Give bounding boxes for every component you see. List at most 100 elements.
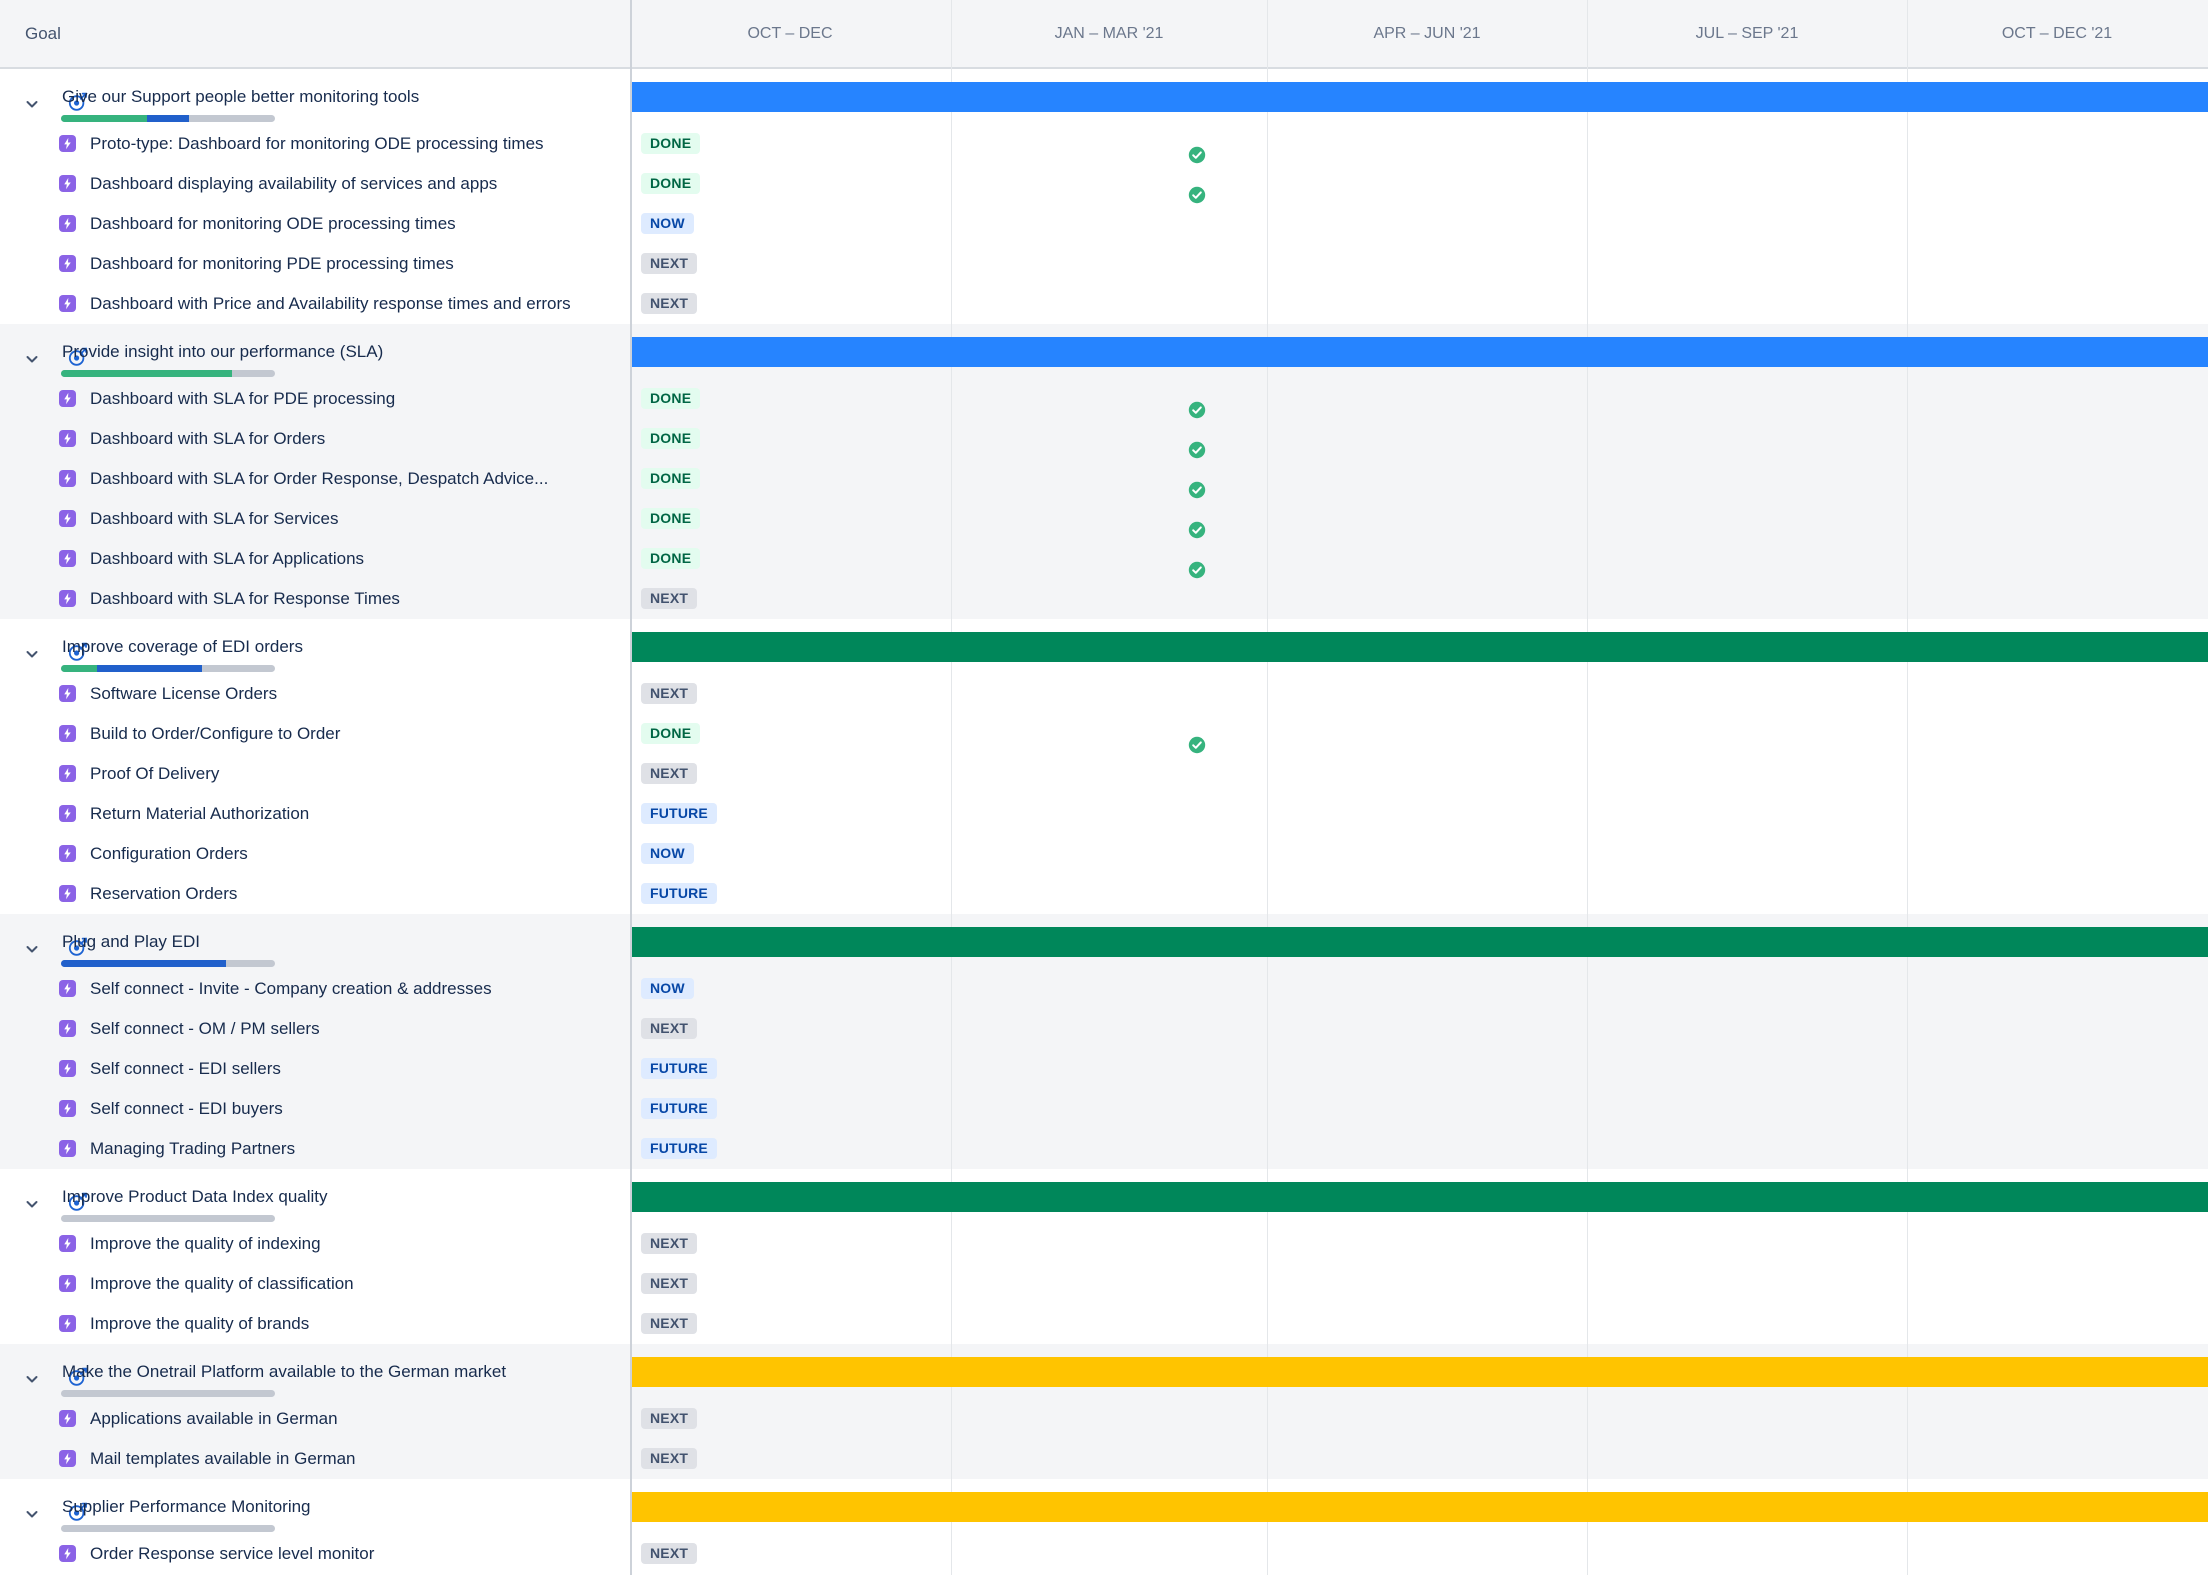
progress-inprogress-segment (97, 665, 202, 672)
goal-progress-bar (61, 1525, 275, 1532)
lightning-bolt-icon (59, 1545, 76, 1562)
goal-timeline-bar[interactable] (632, 337, 2208, 367)
goal-title: Give our Support people better monitorin… (62, 82, 419, 112)
status-badge: NEXT (641, 763, 697, 784)
item-title: Reservation Orders (90, 874, 237, 914)
lightning-bolt-icon (59, 1450, 76, 1467)
lightning-bolt-icon (59, 295, 76, 312)
item-row[interactable]: Improve the quality of indexingNEXT (0, 1224, 2208, 1264)
item-row[interactable]: Dashboard with SLA for ApplicationsDONE (0, 539, 2208, 579)
goal-target-icon (34, 932, 54, 952)
item-title: Improve the quality of brands (90, 1304, 309, 1344)
goal-row[interactable]: Make the Onetrail Platform available to … (0, 1357, 630, 1387)
status-badge: NEXT (641, 1543, 697, 1564)
item-row[interactable]: Dashboard with SLA for OrdersDONE (0, 419, 2208, 459)
item-row[interactable]: Self connect - EDI sellers FUTURE (0, 1049, 2208, 1089)
item-row[interactable]: Dashboard for monitoring PDE processing … (0, 244, 2208, 284)
item-row[interactable]: Dashboard with SLA for ServicesDONE (0, 499, 2208, 539)
done-check-icon (594, 135, 612, 153)
lightning-bolt-icon (59, 685, 76, 702)
item-title: Dashboard with SLA for PDE processing (90, 379, 395, 419)
goal-progress-bar (61, 665, 275, 672)
item-row[interactable]: Applications available in GermanNEXT (0, 1399, 2208, 1439)
item-row[interactable]: Managing Trading PartnersFUTURE (0, 1129, 2208, 1169)
item-title: Dashboard with SLA for Services (90, 499, 339, 539)
goal-row[interactable]: Supplier Performance Monitoring (0, 1492, 630, 1522)
goal-row[interactable]: Plug and Play EDI (0, 927, 630, 957)
goal-target-icon (34, 1362, 54, 1382)
item-row[interactable]: Dashboard with SLA for PDE processingDON… (0, 379, 2208, 419)
goal-band: Give our Support people better monitorin… (0, 69, 2208, 324)
item-row[interactable]: Self connect - EDI buyersFUTURE (0, 1089, 2208, 1129)
item-row[interactable]: Reservation OrdersFUTURE (0, 874, 2208, 914)
item-row[interactable]: Dashboard for monitoring ODE processing … (0, 204, 2208, 244)
item-row[interactable]: Self connect - OM / PM sellersNEXT (0, 1009, 2208, 1049)
status-badge: NEXT (641, 253, 697, 274)
goal-timeline-bar[interactable] (632, 927, 2208, 957)
lightning-bolt-icon (59, 550, 76, 567)
lightning-bolt-icon (59, 1410, 76, 1427)
lightning-bolt-icon (59, 590, 76, 607)
chevron-down-icon[interactable] (12, 1499, 28, 1515)
lightning-bolt-icon (59, 135, 76, 152)
goal-band: Make the Onetrail Platform available to … (0, 1344, 2208, 1479)
item-row[interactable]: Improve the quality of brandsNEXT (0, 1304, 2208, 1344)
status-badge: NOW (641, 978, 694, 999)
goal-row[interactable]: Provide insight into our performance (SL… (0, 337, 630, 367)
goal-timeline-bar[interactable] (632, 1357, 2208, 1387)
lightning-bolt-icon (59, 430, 76, 447)
status-badge: DONE (641, 723, 700, 744)
goal-timeline-bar[interactable] (632, 632, 2208, 662)
item-row[interactable]: Dashboard with SLA for Response Times NEX… (0, 579, 2208, 619)
lightning-bolt-icon (59, 765, 76, 782)
item-row[interactable]: Dashboard displaying availability of ser… (0, 164, 2208, 204)
status-badge: NEXT (641, 1018, 697, 1039)
item-row[interactable]: Improve the quality of classificationNEX… (0, 1264, 2208, 1304)
goal-row[interactable]: Improve Product Data Index quality (0, 1182, 630, 1212)
done-check-icon (594, 390, 612, 408)
goal-row[interactable]: Improve coverage of EDI orders (0, 632, 630, 662)
status-badge: NEXT (641, 683, 697, 704)
goal-timeline-bar[interactable] (632, 82, 2208, 112)
item-title: Dashboard for monitoring ODE processing … (90, 204, 456, 244)
status-badge: FUTURE (641, 803, 717, 824)
chevron-down-icon[interactable] (12, 1364, 28, 1380)
item-title: Dashboard displaying availability of ser… (90, 164, 497, 204)
status-badge: DONE (641, 468, 700, 489)
lightning-bolt-icon (59, 805, 76, 822)
item-title: Dashboard with SLA for Response Times (90, 579, 400, 619)
item-row[interactable]: Software License OrdersNEXT (0, 674, 2208, 714)
status-badge: NEXT (641, 588, 697, 609)
status-badge: FUTURE (641, 1058, 717, 1079)
item-row[interactable]: Dashboard with SLA for Order Response, D… (0, 459, 2208, 499)
lightning-bolt-icon (59, 390, 76, 407)
progress-inprogress-segment (61, 960, 226, 967)
chevron-down-icon[interactable] (12, 1189, 28, 1205)
goal-target-icon (34, 87, 54, 107)
chevron-down-icon[interactable] (12, 639, 28, 655)
roadmap-timeline: Goal OCT – DECJAN – MAR '21APR – JUN '21… (0, 0, 2208, 1575)
chevron-down-icon[interactable] (12, 344, 28, 360)
goal-band: Improve coverage of EDI orders Software L… (0, 619, 2208, 914)
item-row[interactable]: Configuration OrdersNOW (0, 834, 2208, 874)
goal-title: Improve Product Data Index quality (62, 1182, 328, 1212)
quarter-label: OCT – DEC '21 (2002, 0, 2112, 67)
goal-row[interactable]: Give our Support people better monitorin… (0, 82, 630, 112)
chevron-down-icon[interactable] (12, 934, 28, 950)
item-row[interactable]: Build to Order/Configure to OrderDONE (0, 714, 2208, 754)
item-row[interactable]: Dashboard with Price and Availability re… (0, 284, 2208, 324)
item-title: Self connect - EDI sellers (90, 1049, 281, 1089)
goal-timeline-bar[interactable] (632, 1182, 2208, 1212)
item-row[interactable]: Order Response service level monitorNEXT (0, 1534, 2208, 1574)
item-row[interactable]: Proto-type: Dashboard for monitoring ODE… (0, 124, 2208, 164)
chevron-down-icon[interactable] (12, 89, 28, 105)
done-check-icon (594, 510, 612, 528)
item-row[interactable]: Mail templates available in GermanNEXT (0, 1439, 2208, 1479)
item-title: Applications available in German (90, 1399, 338, 1439)
status-badge: NEXT (641, 1233, 697, 1254)
item-row[interactable]: Return Material AuthorizationFUTURE (0, 794, 2208, 834)
goal-timeline-bar[interactable] (632, 1492, 2208, 1522)
item-row[interactable]: Proof Of DeliveryNEXT (0, 754, 2208, 794)
item-row[interactable]: Self connect - Invite - Company creation… (0, 969, 2208, 1009)
goal-progress-bar (61, 1390, 275, 1397)
